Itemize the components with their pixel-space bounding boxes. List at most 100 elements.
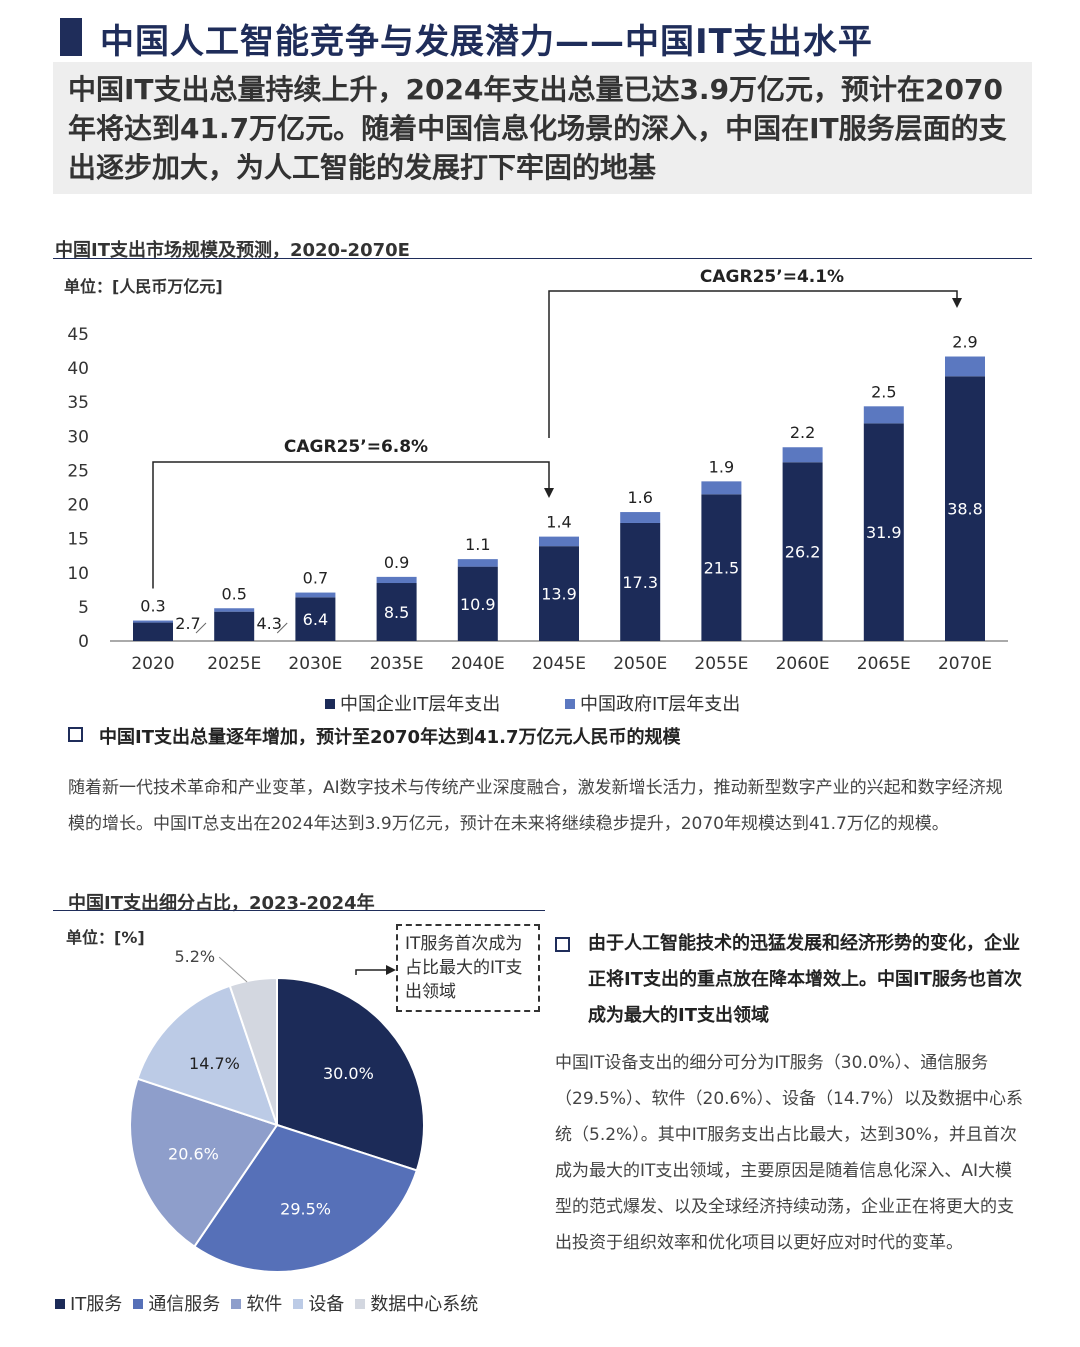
- y-tick-label: 20: [67, 496, 89, 516]
- data-label-government: 2.5: [871, 382, 896, 401]
- y-tick-label: 45: [67, 325, 89, 345]
- cagr-label-2: CAGR25’=4.1%: [700, 267, 844, 287]
- summary-box: [53, 62, 1032, 194]
- cagr-bracket-2: [548, 290, 958, 438]
- bar-enterprise: [376, 583, 417, 641]
- legend-label-enterprise: 中国企业IT层年支出: [340, 694, 501, 715]
- bar-government: [782, 447, 823, 463]
- pie-legend-label: IT服务: [70, 1294, 123, 1315]
- x-tick-label: 2035E: [370, 654, 424, 674]
- data-label-enterprise: 8.5: [384, 603, 409, 622]
- pie-leader-line: [218, 956, 248, 983]
- data-label-government: 0.5: [221, 584, 246, 603]
- callout-box: [396, 924, 540, 1012]
- bar-government: [863, 406, 904, 424]
- bar-chart-rule: [53, 258, 1032, 259]
- pie-legend-swatch: [133, 1299, 144, 1309]
- section2-bullet: 由于人工智能技术的迅猛发展和经济形势的变化，企业正将IT支出的重点放在降本增效上…: [555, 926, 1035, 1034]
- bar-enterprise: [863, 423, 904, 641]
- pie-value-label: 5.2%: [174, 947, 215, 966]
- pie-slice: [129, 1077, 279, 1248]
- y-tick-label: 25: [67, 461, 89, 481]
- page-title: 中国人工智能竞争与发展潜力——中国IT支出水平: [100, 22, 873, 62]
- title-accent-bar: [60, 18, 82, 56]
- bar-enterprise: [620, 522, 661, 641]
- pie-slice: [276, 976, 425, 1172]
- data-label-enterprise: 31.9: [866, 523, 902, 542]
- pie-value-label: 20.6%: [168, 1144, 219, 1163]
- cagr-arrowhead-1: [544, 488, 554, 498]
- bar-government: [376, 576, 417, 584]
- x-tick-label: 2030E: [288, 654, 342, 674]
- data-label-government: 0.7: [303, 569, 328, 588]
- checkbox-bullet-icon-2: [555, 937, 570, 952]
- pie-legend-item: 设备: [293, 1294, 344, 1315]
- data-label-government: 1.1: [465, 535, 490, 554]
- pie-legend-label: 通信服务: [148, 1294, 221, 1315]
- pie-slice: [228, 976, 278, 1126]
- bar-enterprise: [214, 611, 255, 641]
- pie-slice: [192, 1123, 419, 1273]
- bar-government: [620, 512, 661, 523]
- data-label-government: 1.9: [709, 457, 734, 476]
- cagr-arrowhead-2: [952, 298, 962, 308]
- bar-government: [133, 620, 173, 623]
- y-tick-label: 15: [67, 530, 89, 550]
- x-tick-label: 2020: [131, 654, 174, 674]
- data-label-enterprise: 26.2: [785, 543, 821, 562]
- bar-government: [701, 481, 742, 495]
- data-label-government: 0.9: [384, 553, 409, 572]
- pie-slice: [136, 984, 279, 1127]
- summary-text: 中国IT支出总量持续上升，2024年支出总量已达3.9万亿元，预计在2070年将…: [68, 73, 1007, 184]
- pie-chart-title: 中国IT支出细分占比，2023-2024年: [68, 893, 375, 914]
- pie-legend-item: 软件: [231, 1294, 282, 1315]
- cagr-label-1: CAGR25’=6.8%: [284, 437, 428, 457]
- y-tick-label: 30: [67, 427, 89, 447]
- pie-chart: 30.0% 29.5% 20.6% 14.7% 5.2%: [129, 947, 425, 1273]
- leader-line: [276, 622, 288, 634]
- data-label-government: 0.3: [140, 597, 165, 616]
- section1-bullet-text: 中国IT支出总量逐年增加，预计至2070年达到41.7万亿元人民币的规模: [99, 727, 681, 748]
- pie-legend-swatch: [55, 1299, 65, 1309]
- pie-chart-unit: 单位：[%]: [66, 928, 145, 947]
- bar-enterprise: [295, 597, 336, 641]
- leader-line: [195, 622, 207, 634]
- pie-chart-rule: [53, 910, 545, 911]
- data-label-enterprise: 4.3: [256, 614, 281, 633]
- x-tick-label: 2060E: [776, 654, 830, 674]
- bar-legend-enterprise: 中国企业IT层年支出: [325, 690, 500, 716]
- bar-legend-government: 中国政府IT层年支出: [565, 690, 740, 716]
- section1-bullet: 中国IT支出总量逐年增加，预计至2070年达到41.7万亿元人民币的规模: [68, 720, 680, 756]
- pie-legend-swatch: [231, 1299, 242, 1309]
- data-label-government: 1.4: [546, 513, 571, 532]
- pie-value-label: 14.7%: [189, 1054, 240, 1073]
- x-tick-label: 2025E: [207, 654, 261, 674]
- pie-value-label: 29.5%: [280, 1199, 331, 1218]
- callout-arrow: [355, 969, 386, 975]
- data-label-enterprise: 21.5: [704, 559, 740, 578]
- section1-body: 随着新一代技术革命和产业变革，AI数字技术与传统产业深度融合，激发新增长活力，推…: [68, 778, 1003, 834]
- y-tick-label: 40: [67, 359, 89, 379]
- bar-chart-title: 中国IT支出市场规模及预测，2020-2070E: [55, 240, 410, 261]
- legend-swatch-government: [565, 699, 575, 709]
- x-tick-label: 2045E: [532, 654, 586, 674]
- data-label-government: 1.6: [627, 488, 652, 507]
- legend-label-government: 中国政府IT层年支出: [580, 694, 741, 715]
- callout-arrowhead: [386, 965, 396, 975]
- pie-legend-label: 软件: [246, 1294, 283, 1315]
- pie-legend-item: IT服务: [55, 1294, 122, 1315]
- x-tick-label: 2040E: [451, 654, 505, 674]
- bar-enterprise: [457, 566, 498, 641]
- bar-government: [214, 608, 255, 612]
- pie-legend-label: 设备: [308, 1294, 345, 1315]
- pie-legend-item: 通信服务: [133, 1294, 220, 1315]
- bar-chart: 0 5 10 15 20 25 30 35 40 45 2020 0.3 2.7 2025E 0.5 4.3 2…: [67, 267, 1008, 674]
- y-tick-label: 35: [67, 393, 89, 413]
- bar-enterprise: [945, 376, 985, 641]
- pie-legend-label: 数据中心系统: [370, 1294, 479, 1315]
- y-tick-label: 5: [78, 598, 89, 618]
- callout-text: IT服务首次成为占比最大的IT支出领域: [405, 934, 523, 1002]
- y-tick-label: 0: [78, 632, 89, 652]
- pie-legend: IT服务 通信服务 软件 设备 数据中心系统: [55, 1290, 489, 1316]
- pie-value-label: 30.0%: [323, 1064, 374, 1083]
